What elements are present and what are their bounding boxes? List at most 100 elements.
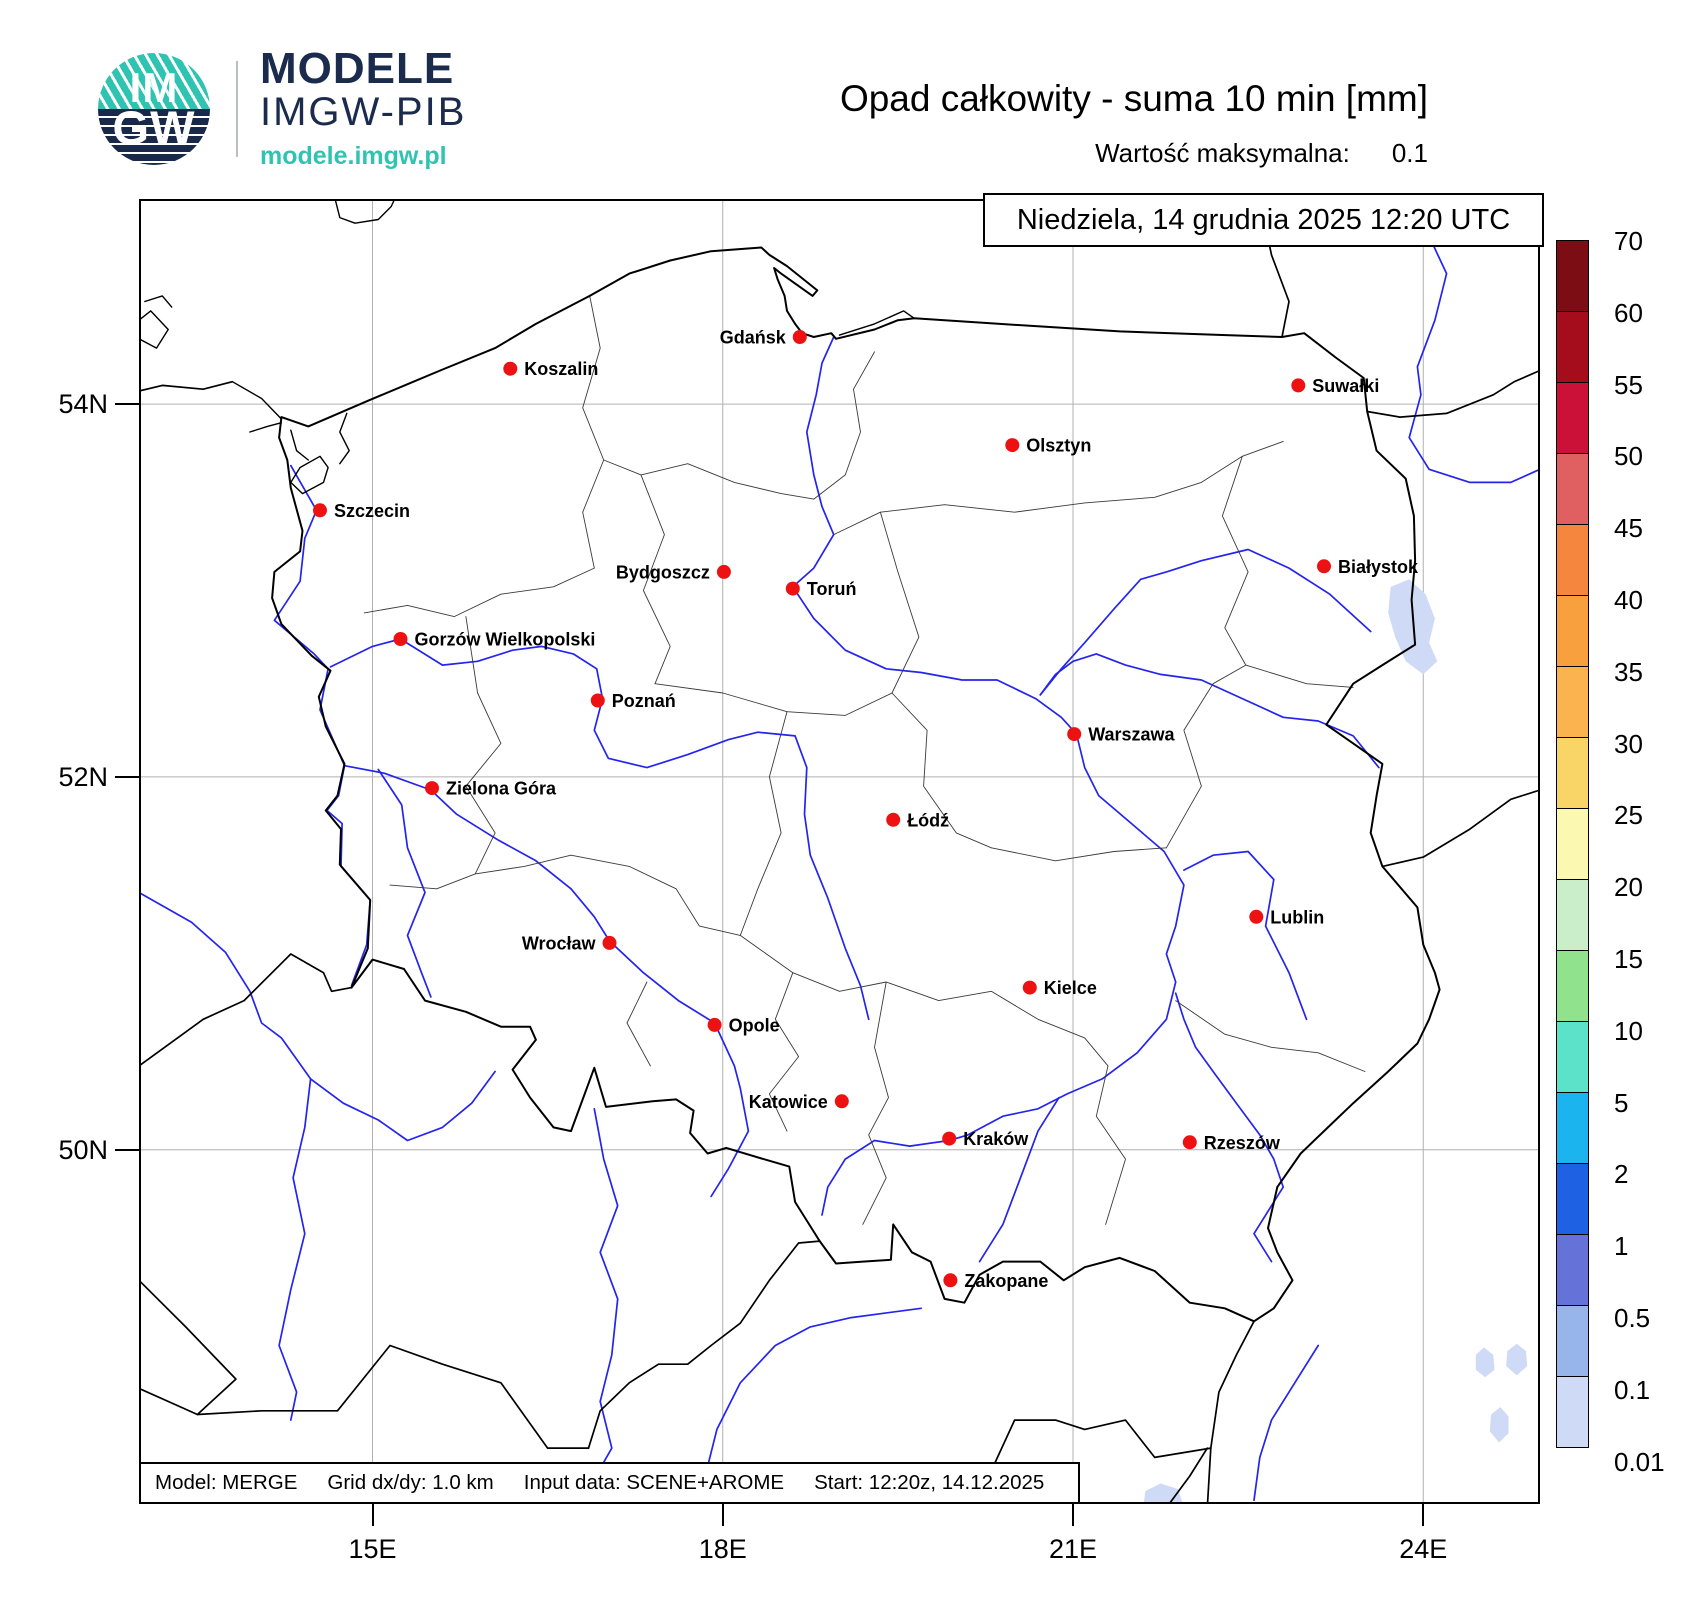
colorbar-segment-0.1 xyxy=(1556,1305,1589,1377)
lat-tick-54N xyxy=(115,403,139,406)
neighbor-borders xyxy=(1366,369,1540,418)
colorbar-segment-25 xyxy=(1556,737,1589,809)
logo-divider xyxy=(236,61,238,157)
input-data: Input data: SCENE+AROME xyxy=(523,1471,785,1494)
city-label-Rzeszów: Rzeszów xyxy=(1204,1133,1281,1153)
colorbar-segment-1 xyxy=(1556,1163,1589,1235)
neighbor-borders xyxy=(139,1344,590,1449)
colorbar-label-10: 10 xyxy=(1614,1015,1643,1046)
region-borders xyxy=(363,295,605,618)
coast-detail xyxy=(838,310,915,336)
colorbar-segment-40 xyxy=(1556,524,1589,596)
region-borders xyxy=(654,683,893,716)
region-borders xyxy=(1095,1065,1126,1225)
max-value: 0.1 xyxy=(1391,138,1428,168)
city-label-Olsztyn: Olsztyn xyxy=(1026,436,1091,456)
precipitation-area xyxy=(1489,1407,1509,1443)
neighbor-borders xyxy=(1206,1320,1255,1504)
city-dot-Toruń xyxy=(785,581,800,596)
rivers xyxy=(587,1107,619,1490)
map-area: Szczecin Koszalin Gdańsk Suwałki Olsztyn Biał… xyxy=(139,193,1544,1504)
neighbor-borders xyxy=(1381,789,1540,868)
region-borders xyxy=(813,351,875,500)
region-borders xyxy=(1175,1000,1366,1072)
lon-label-15E: 15E xyxy=(348,1534,397,1564)
region-borders xyxy=(640,474,671,685)
city-dot-Bydgoszcz xyxy=(716,564,731,579)
lon-label-18E: 18E xyxy=(698,1534,747,1564)
rivers xyxy=(1039,548,1372,696)
colorbar-label-55: 55 xyxy=(1614,369,1643,400)
rivers xyxy=(273,464,750,1198)
colorbar-segment-30 xyxy=(1556,666,1589,738)
city-label-Lublin: Lublin xyxy=(1270,907,1324,927)
neighbor-borders xyxy=(1168,1447,1209,1504)
rivers xyxy=(791,336,1185,1216)
rivers xyxy=(1408,199,1540,484)
city-label-Szczecin: Szczecin xyxy=(334,501,410,521)
brand-url-link[interactable]: modele.imgw.pl xyxy=(260,142,447,170)
city-label-Poznań: Poznań xyxy=(612,691,676,711)
colorbar-label-0.01: 0.01 xyxy=(1614,1446,1665,1477)
lat-label-50N: 50N xyxy=(58,1134,108,1165)
city-dot-Białystok xyxy=(1317,559,1331,574)
logo-text-im: IM xyxy=(129,63,179,111)
region-borders xyxy=(891,692,992,849)
colorbar-label-5: 5 xyxy=(1614,1087,1629,1118)
page-title: Opad całkowity - suma 10 min [mm] xyxy=(839,78,1428,119)
colorbar-label-0.1: 0.1 xyxy=(1614,1374,1651,1405)
lon-tick-24E xyxy=(1422,1504,1425,1526)
city-label-Koszalin: Koszalin xyxy=(524,359,598,379)
city-dot-Szczecin xyxy=(313,503,327,518)
city-dot-Kielce xyxy=(1022,980,1037,995)
region-borders xyxy=(474,854,741,936)
colorbar-segment-20 xyxy=(1556,808,1589,880)
city-dot-Zielona Góra xyxy=(425,781,439,796)
colorbar-segment-60 xyxy=(1556,240,1589,312)
region-borders xyxy=(990,847,1167,862)
colorbar-labels: 70 60 55 50 45 40 35 30 25 20 15 10 5 2 1 0.5 0.1 0.01 xyxy=(1614,228,1694,1475)
model-name: Model: MERGE xyxy=(155,1471,298,1494)
colorbar-segment-0.01 xyxy=(1556,1376,1589,1448)
city-label-Zakopane: Zakopane xyxy=(964,1271,1048,1291)
colorbar-label-60: 60 xyxy=(1614,297,1643,328)
city-dot-Opole xyxy=(707,1017,722,1032)
colorbar-segment-35 xyxy=(1556,595,1589,667)
lon-label-21E: 21E xyxy=(1048,1534,1098,1564)
city-label-Katowice: Katowice xyxy=(749,1092,828,1112)
lat-tick-52N xyxy=(115,775,139,778)
brand-subtitle: IMGW-PIB xyxy=(260,90,467,134)
region-borders xyxy=(768,972,800,1132)
city-dot-Wrocław xyxy=(602,935,617,950)
lat-label-54N: 54N xyxy=(58,389,108,420)
colorbar-segment-2 xyxy=(1556,1092,1589,1164)
datetime-box: Niedziela, 14 grudnia 2025 12:20 UTC xyxy=(983,193,1544,247)
city-dot-Koszalin xyxy=(503,361,518,376)
city-dot-Łódź xyxy=(886,812,901,827)
coast-detail xyxy=(249,422,283,433)
imgw-logo: IM GW MODELE IMGW-PIB modele.imgw.pl xyxy=(98,44,518,174)
rivers xyxy=(377,768,432,998)
city-dot-Katowice xyxy=(834,1094,849,1109)
region-borders xyxy=(739,934,1109,1067)
brand-title: MODELE xyxy=(260,44,455,93)
city-dot-Poznań xyxy=(590,693,605,708)
city-label-Łódź: Łódź xyxy=(907,810,949,830)
rivers xyxy=(1253,1344,1320,1502)
precipitation-area xyxy=(1506,1343,1528,1376)
city-label-Gorzów Wielkopolski: Gorzów Wielkopolski xyxy=(415,630,596,650)
colorbar-label-35: 35 xyxy=(1614,656,1643,687)
rivers xyxy=(1039,653,1380,769)
coast-detail xyxy=(290,429,309,461)
rivers xyxy=(139,891,496,1142)
colorbar-segment-0.5 xyxy=(1556,1234,1589,1306)
city-label-Białystok: Białystok xyxy=(1338,557,1419,577)
model-info-box: Model: MERGE Grid dx/dy: 1.0 km Input da… xyxy=(139,1462,1080,1504)
region-borders xyxy=(833,440,1284,536)
city-label-Zielona Góra: Zielona Góra xyxy=(446,779,557,799)
precipitation-area xyxy=(1475,1347,1495,1378)
city-label-Kraków: Kraków xyxy=(963,1129,1029,1149)
max-value-row: Wartość maksymalna: 0.1 xyxy=(1095,138,1428,169)
lon-tick-15E xyxy=(371,1504,374,1526)
